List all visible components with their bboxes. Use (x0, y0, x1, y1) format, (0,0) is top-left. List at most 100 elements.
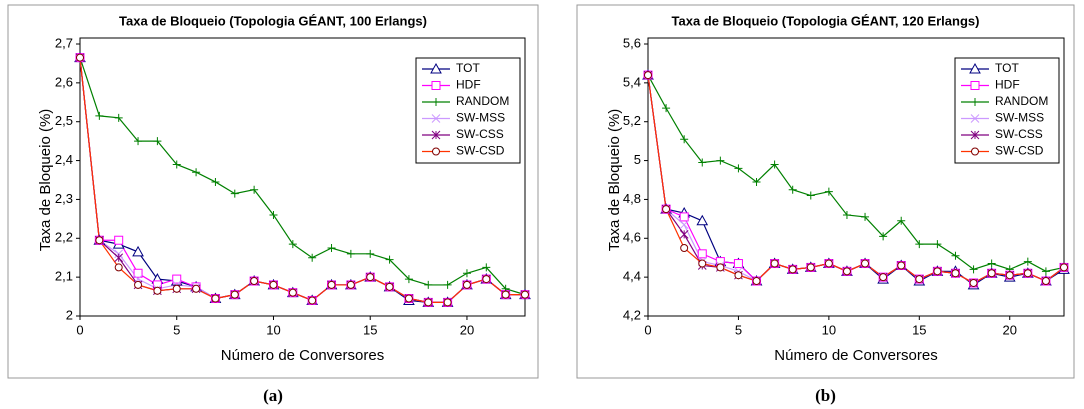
y-tick-label: 5,2 (623, 113, 641, 128)
legend-label: SW-MSS (456, 111, 505, 125)
marker (897, 216, 906, 225)
marker (327, 280, 336, 289)
marker (404, 275, 413, 284)
marker (697, 249, 707, 259)
marker (424, 280, 433, 289)
marker (680, 135, 689, 144)
legend-marker (431, 81, 441, 90)
y-tick-label: 5,6 (623, 35, 641, 50)
plot-frame (647, 37, 1065, 317)
legend-label: SW-CSD (456, 144, 505, 158)
marker (172, 284, 181, 293)
legend-label: TOT (456, 61, 480, 75)
marker (861, 212, 870, 221)
legend-label: HDF (456, 78, 481, 92)
marker (951, 251, 960, 260)
marker (501, 290, 510, 299)
marker (114, 113, 123, 122)
x-tick-label: 15 (363, 322, 377, 337)
legend-label: SW-CSS (456, 127, 504, 141)
marker (1005, 271, 1014, 280)
legend-label: TOT (995, 61, 1019, 75)
marker (824, 187, 833, 196)
x-axis-label: Número de Conversores (221, 347, 384, 364)
y-tick-label: 4,2 (623, 307, 641, 322)
x-tick-label: 10 (266, 322, 280, 337)
marker (879, 273, 888, 282)
marker (95, 111, 104, 120)
marker (1023, 269, 1032, 278)
legend-label: HDF (995, 78, 1020, 92)
marker (443, 298, 452, 307)
caption: (a) (263, 386, 283, 405)
marker (806, 191, 815, 200)
marker (1060, 263, 1068, 272)
y-tick-label: 4,8 (623, 191, 641, 206)
marker (933, 240, 942, 249)
marker (824, 259, 833, 268)
marker (679, 230, 689, 239)
y-tick-label: 2,7 (55, 35, 73, 50)
y-tick-label: 4,6 (623, 230, 641, 245)
marker (308, 296, 317, 305)
marker (250, 185, 259, 194)
marker (842, 267, 851, 276)
marker (696, 214, 709, 226)
marker (716, 263, 725, 272)
marker (385, 282, 394, 291)
marker (172, 274, 182, 284)
legend-marker (432, 98, 440, 106)
marker (153, 286, 162, 295)
y-axis-label: Taxa de Bloqueio (%) (37, 109, 54, 252)
marker (230, 290, 239, 299)
marker (969, 278, 978, 287)
marker (788, 185, 797, 194)
x-tick-label: 15 (912, 322, 926, 337)
marker (915, 240, 924, 249)
chart-title: Taxa de Bloqueio (Topologia GÉANT, 120 E… (672, 13, 980, 28)
marker (734, 164, 743, 173)
y-tick-label: 5,4 (623, 74, 641, 89)
marker (211, 294, 220, 303)
x-tick-label: 5 (173, 322, 180, 337)
x-tick-label: 0 (76, 322, 83, 337)
marker (269, 280, 278, 289)
marker (482, 275, 491, 284)
marker (1023, 257, 1032, 266)
marker (698, 158, 707, 167)
x-axis-label: Número de Conversores (774, 347, 937, 364)
legend-marker (430, 62, 442, 74)
legend-label: RANDOM (995, 94, 1048, 108)
y-tick-label: 5 (634, 152, 641, 167)
marker (842, 210, 851, 219)
y-tick-label: 2,3 (55, 191, 73, 206)
marker (76, 53, 84, 62)
marker (644, 71, 652, 80)
marker (211, 177, 220, 186)
marker (679, 220, 689, 230)
y-tick-label: 2 (66, 307, 73, 322)
marker (134, 280, 143, 289)
legend-marker (971, 98, 979, 106)
marker (462, 280, 471, 289)
marker (327, 244, 336, 252)
marker (133, 268, 143, 278)
chart-title: Taxa de Bloqueio (Topologia GÉANT, 100 E… (119, 13, 427, 28)
marker (462, 269, 471, 278)
marker (250, 277, 259, 286)
y-tick-label: 4,4 (623, 269, 641, 284)
legend-marker (432, 147, 440, 156)
x-tick-label: 20 (1003, 322, 1017, 337)
marker (933, 267, 942, 276)
marker (443, 280, 452, 289)
legend-marker (431, 130, 441, 140)
marker (172, 160, 181, 169)
marker (134, 137, 143, 146)
marker (716, 156, 725, 165)
marker (114, 263, 123, 272)
legend-marker (970, 130, 980, 140)
legend-box (415, 57, 521, 164)
marker (366, 249, 375, 258)
marker (662, 205, 671, 214)
marker (1041, 277, 1050, 286)
